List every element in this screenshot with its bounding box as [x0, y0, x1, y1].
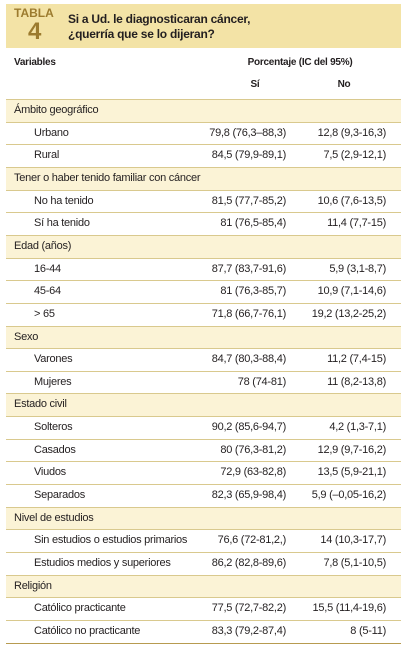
group-row — [6, 234, 401, 258]
row-label: 16-44 — [34, 262, 61, 275]
si-value: 79,8 (76,3–88,3) — [209, 126, 286, 139]
group-row — [6, 99, 401, 122]
no-value: 11 (8,2-13,8) — [327, 375, 386, 388]
si-value: 90,2 (85,6-94,7) — [211, 421, 287, 434]
row-label: No ha tenido — [34, 194, 94, 207]
row-label: Urbano — [34, 126, 69, 139]
data-row — [6, 144, 401, 167]
no-value: 7,5 (2,9-12,1) — [323, 149, 386, 162]
data-row — [6, 484, 401, 507]
group-label: Edad (años) — [14, 239, 72, 252]
data-row — [6, 438, 401, 462]
si-value: 71,8 (66,7-76,1) — [211, 307, 287, 320]
column-header: Porcentaje (IC del 95%) — [247, 57, 353, 68]
row-label: Católico practicante — [34, 602, 126, 615]
si-value: 78 (74-81) — [237, 375, 287, 388]
data-row — [6, 529, 401, 552]
data-row — [6, 552, 401, 575]
no-value: 5,9 (3,1-8,7) — [329, 262, 386, 275]
row-label: 45-64 — [34, 285, 61, 298]
si-value: 82,3 (65,9-98,4) — [211, 489, 287, 502]
group-label: Sexo — [14, 330, 39, 343]
row-label: Solteros — [34, 421, 73, 434]
row-label: Casados — [34, 443, 76, 456]
row-label: Varones — [34, 353, 73, 366]
data-row — [6, 416, 401, 439]
group-label: Religión — [14, 579, 52, 592]
no-value: 14 (10,3-17,7) — [320, 534, 386, 547]
data-row — [6, 461, 401, 484]
row-label: Sí ha tenido — [34, 217, 90, 230]
si-value: 72,9 (63-82,8) — [220, 466, 286, 479]
data-row — [6, 370, 401, 394]
group-row — [6, 325, 401, 349]
group-label: Tener o haber tenido familiar con cáncer — [14, 171, 201, 184]
no-value: 4,2 (1,3-7,1) — [329, 421, 386, 434]
title-line: Si a Ud. le diagnosticaran cáncer, — [68, 12, 251, 26]
data-row — [6, 189, 401, 213]
si-value: 83,3 (79,2-87,4) — [211, 624, 287, 637]
no-value: 15,5 (11,4-19,6) — [312, 602, 387, 615]
group-label: Nivel de estudios — [14, 511, 94, 524]
group-label: Estado civil — [14, 398, 67, 411]
group-row — [6, 166, 401, 190]
row-label: Sin estudios o estudios primarios — [34, 534, 188, 547]
data-row — [6, 121, 401, 145]
data-row — [6, 212, 401, 235]
title-line: ¿querría que se lo dijeran? — [68, 27, 215, 41]
no-value: 12,9 (9,7-16,2) — [317, 443, 387, 456]
group-row — [6, 574, 401, 598]
row-label: Separados — [34, 489, 85, 502]
table-label: TABLA — [14, 6, 54, 20]
data-row — [6, 597, 401, 620]
table-number: 4 — [28, 18, 42, 45]
si-value: 76,6 (72-81,2,) — [217, 534, 287, 547]
si-value: 81,5 (77,7-85,2) — [211, 194, 287, 207]
table-bottom-rule — [6, 642, 401, 644]
row-label: Estudios medios y superiores — [34, 557, 171, 569]
row-label: Mujeres — [34, 375, 72, 388]
column-header: Variables — [14, 57, 56, 68]
si-value: 81 (76,5-85,4) — [220, 217, 286, 230]
no-value: 11,4 (7,7-15) — [327, 217, 386, 230]
no-value: 10,9 (7,1-14,6) — [317, 285, 387, 298]
si-value: 86,2 (82,8-89,6) — [211, 557, 287, 569]
data-row — [6, 348, 401, 371]
row-label: Católico no practicante — [34, 624, 141, 637]
no-value: 19,2 (13,2-25,2) — [311, 307, 387, 320]
row-label: > 65 — [34, 307, 55, 320]
row-label: Viudos — [34, 466, 66, 479]
data-row — [6, 619, 401, 643]
no-value: 12,8 (9,3-16,3) — [317, 126, 387, 139]
data-row — [6, 280, 401, 303]
si-value: 81 (76,3-85,7) — [220, 285, 286, 298]
no-value: 7,8 (5,1-10,5) — [323, 557, 386, 569]
si-value: 84,7 (80,3-88,4) — [211, 353, 287, 366]
si-value: 80 (76,3-81,2) — [220, 443, 286, 456]
group-row — [6, 506, 401, 530]
si-value: 87,7 (83,7-91,6) — [211, 262, 287, 275]
column-header: Sí — [250, 79, 260, 90]
si-value: 84,5 (79,9-89,1) — [211, 149, 287, 162]
header-band — [6, 4, 401, 48]
group-row — [6, 393, 401, 417]
group-label: Ámbito geográfico — [14, 104, 99, 116]
no-value: 10,6 (7,6-13,5) — [317, 194, 387, 207]
data-row — [6, 257, 401, 281]
column-header: No — [337, 79, 351, 90]
row-label: Rural — [34, 149, 60, 162]
no-value: 8 (5-11) — [350, 624, 386, 637]
no-value: 11,2 (7,4-15) — [327, 353, 386, 366]
data-row — [6, 302, 401, 326]
si-value: 77,5 (72,7-82,2) — [211, 602, 287, 615]
no-value: 5,9 (–0,05-16,2) — [311, 489, 387, 502]
no-value: 13,5 (5,9-21,1) — [317, 466, 387, 479]
